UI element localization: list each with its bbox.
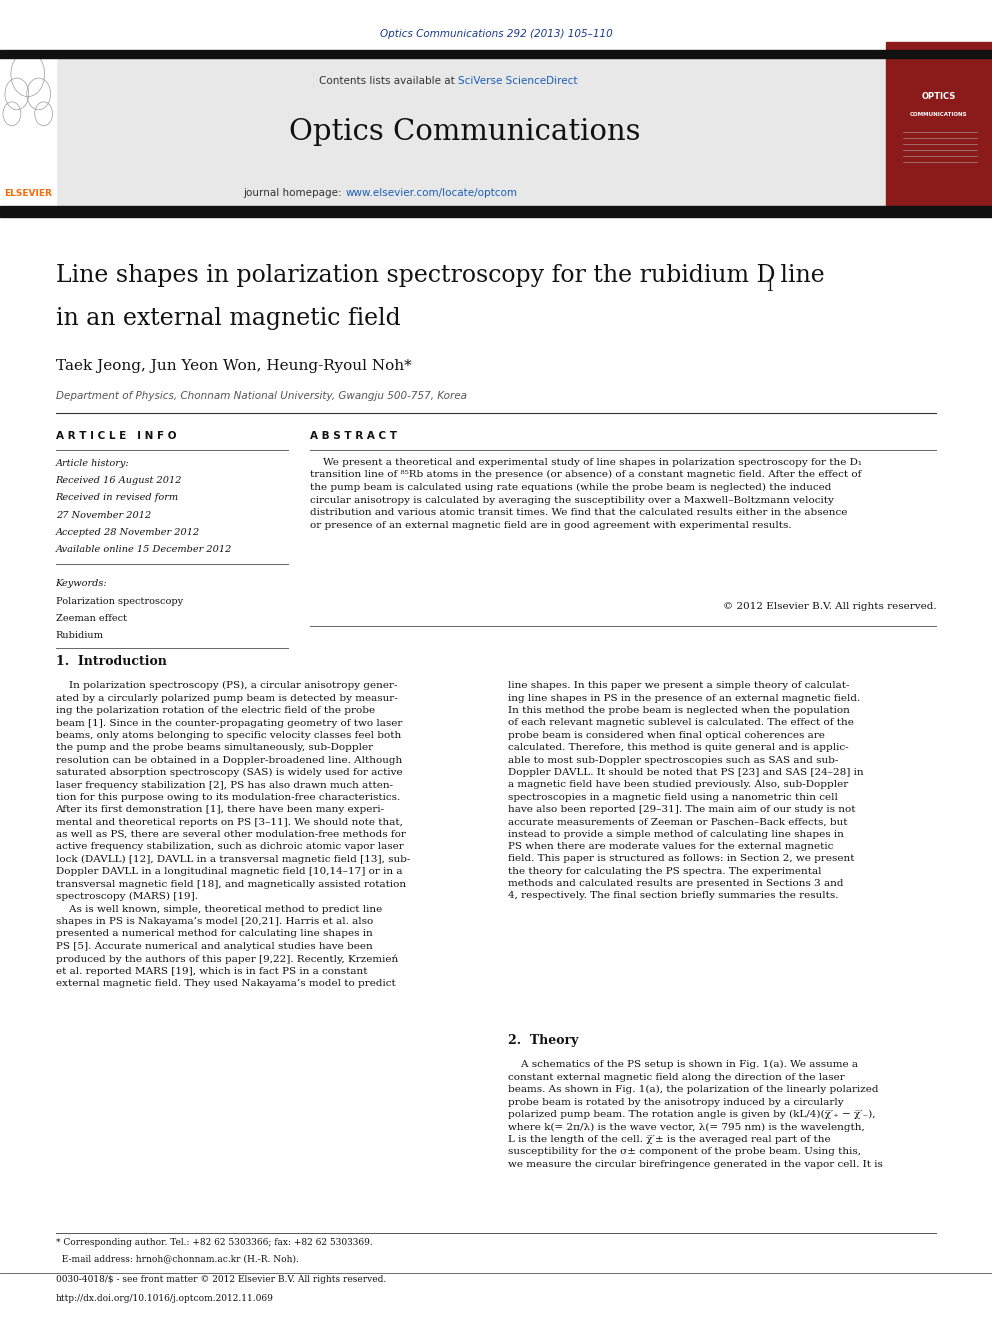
Text: Rubidium: Rubidium	[56, 631, 103, 640]
Text: Keywords:: Keywords:	[56, 579, 107, 589]
Text: * Corresponding author. Tel.: +82 62 5303366; fax: +82 62 5303369.: * Corresponding author. Tel.: +82 62 530…	[56, 1238, 372, 1248]
Text: E-mail address: hrnoh@chonnam.ac.kr (H.-R. Noh).: E-mail address: hrnoh@chonnam.ac.kr (H.-…	[56, 1254, 299, 1263]
Bar	[56, 58, 885, 206]
Text: OPTICS: OPTICS	[922, 93, 955, 102]
Text: 27 November 2012: 27 November 2012	[56, 511, 151, 520]
Text: A schematics of the PS setup is shown in Fig. 1(a). We assume a
constant externa: A schematics of the PS setup is shown in…	[508, 1060, 883, 1168]
Text: Accepted 28 November 2012: Accepted 28 November 2012	[56, 528, 199, 537]
Text: Zeeman effect: Zeeman effect	[56, 614, 127, 623]
Text: In polarization spectroscopy (PS), a circular anisotropy gener-
ated by a circul: In polarization spectroscopy (PS), a cir…	[56, 681, 410, 988]
Text: Optics Communications 292 (2013) 105–110: Optics Communications 292 (2013) 105–110	[380, 29, 612, 40]
Text: © 2012 Elsevier B.V. All rights reserved.: © 2012 Elsevier B.V. All rights reserved…	[723, 602, 936, 611]
Text: COMMUNICATIONS: COMMUNICATIONS	[910, 112, 967, 116]
Text: Available online 15 December 2012: Available online 15 December 2012	[56, 545, 232, 554]
Text: Article history:: Article history:	[56, 459, 129, 468]
Text: A B S T R A C T: A B S T R A C T	[310, 431, 397, 442]
Text: in an external magnetic field: in an external magnetic field	[56, 307, 401, 331]
Text: Department of Physics, Chonnam National University, Gwangju 500-757, Korea: Department of Physics, Chonnam National …	[56, 390, 466, 401]
Text: Line shapes in polarization spectroscopy for the rubidium D: Line shapes in polarization spectroscopy…	[56, 263, 775, 287]
Text: Received 16 August 2012: Received 16 August 2012	[56, 476, 183, 486]
Text: Taek Jeong, Jun Yeon Won, Heung-Ryoul Noh*: Taek Jeong, Jun Yeon Won, Heung-Ryoul No…	[56, 360, 412, 373]
Text: www.elsevier.com/locate/optcom: www.elsevier.com/locate/optcom	[345, 188, 517, 198]
Text: Received in revised form: Received in revised form	[56, 493, 179, 503]
Text: line shapes. In this paper we present a simple theory of calculat-
ing line shap: line shapes. In this paper we present a …	[508, 681, 863, 901]
Text: http://dx.doi.org/10.1016/j.optcom.2012.11.069: http://dx.doi.org/10.1016/j.optcom.2012.…	[56, 1294, 274, 1303]
Bar	[0, 50, 992, 58]
Text: line: line	[773, 263, 824, 287]
Text: 1: 1	[765, 280, 774, 294]
Text: SciVerse ScienceDirect: SciVerse ScienceDirect	[458, 75, 577, 86]
Bar	[0, 206, 992, 217]
Text: We present a theoretical and experimental study of line shapes in polarization s: We present a theoretical and experimenta…	[310, 458, 861, 529]
Bar	[0, 45, 56, 212]
Text: Polarization spectroscopy: Polarization spectroscopy	[56, 597, 183, 606]
Bar	[886, 42, 992, 212]
Text: 1.  Introduction: 1. Introduction	[56, 655, 167, 668]
Text: Optics Communications: Optics Communications	[289, 118, 640, 147]
Text: ELSEVIER: ELSEVIER	[4, 189, 52, 198]
Text: journal homepage:: journal homepage:	[243, 188, 345, 198]
Text: A R T I C L E   I N F O: A R T I C L E I N F O	[56, 431, 176, 442]
Text: Contents lists available at: Contents lists available at	[319, 75, 458, 86]
Text: 2.  Theory: 2. Theory	[508, 1033, 578, 1046]
Text: 0030-4018/$ - see front matter © 2012 Elsevier B.V. All rights reserved.: 0030-4018/$ - see front matter © 2012 El…	[56, 1275, 386, 1285]
